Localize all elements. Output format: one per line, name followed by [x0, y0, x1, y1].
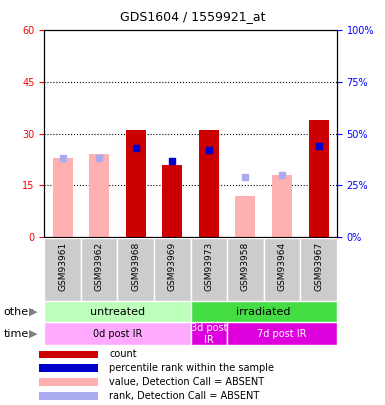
Bar	[52, 158, 73, 237]
Text: GSM93969: GSM93969	[168, 242, 177, 291]
Bar	[308, 120, 329, 237]
Bar	[81, 238, 117, 301]
Text: other: other	[4, 307, 33, 317]
Bar	[191, 238, 227, 301]
Bar	[235, 196, 256, 237]
Bar	[191, 322, 227, 345]
Bar	[227, 322, 337, 345]
Bar	[199, 130, 219, 237]
Bar	[89, 154, 109, 237]
Bar	[300, 238, 337, 301]
Text: GDS1604 / 1559921_at: GDS1604 / 1559921_at	[120, 10, 265, 23]
Text: time: time	[4, 329, 29, 339]
Text: 3d post
IR: 3d post IR	[191, 323, 227, 345]
Text: GSM93968: GSM93968	[131, 242, 140, 291]
Bar	[191, 301, 337, 322]
Bar	[264, 238, 300, 301]
Text: GSM93964: GSM93964	[278, 242, 286, 291]
Text: percentile rank within the sample: percentile rank within the sample	[109, 363, 275, 373]
Text: GSM93973: GSM93973	[204, 242, 213, 291]
Text: irradiated: irradiated	[236, 307, 291, 317]
Text: GSM93961: GSM93961	[58, 242, 67, 291]
Text: ▶: ▶	[29, 307, 37, 317]
Bar	[154, 238, 191, 301]
Bar	[117, 238, 154, 301]
Bar	[227, 238, 264, 301]
Bar	[126, 130, 146, 237]
Text: value, Detection Call = ABSENT: value, Detection Call = ABSENT	[109, 377, 264, 387]
Text: ▶: ▶	[29, 329, 37, 339]
Bar	[44, 322, 191, 345]
Bar	[44, 238, 81, 301]
Text: GSM93958: GSM93958	[241, 242, 250, 291]
Bar	[272, 175, 292, 237]
Bar	[162, 164, 182, 237]
Text: GSM93967: GSM93967	[314, 242, 323, 291]
Text: count: count	[109, 350, 137, 359]
Bar	[44, 301, 191, 322]
Text: 0d post IR: 0d post IR	[93, 329, 142, 339]
Text: rank, Detection Call = ABSENT: rank, Detection Call = ABSENT	[109, 391, 259, 401]
Text: GSM93962: GSM93962	[95, 242, 104, 291]
Text: untreated: untreated	[90, 307, 145, 317]
Text: 7d post IR: 7d post IR	[257, 329, 307, 339]
